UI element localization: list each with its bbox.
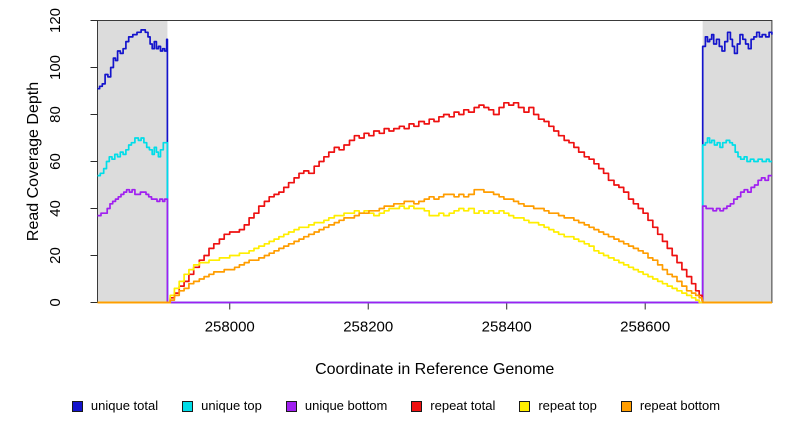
- y-tick-label: 0: [47, 298, 64, 306]
- series-line-unique-bottom: [97, 174, 772, 304]
- legend-item-repeat-top: repeat top: [519, 398, 597, 414]
- legend-item-unique-total: unique total: [71, 398, 159, 414]
- legend-color-swatch: [71, 400, 83, 412]
- y-axis-title: Read Coverage Depth: [25, 82, 42, 241]
- axis-ticks: [90, 20, 646, 310]
- legend-item-unique-top: unique top: [182, 398, 262, 414]
- y-tick-label: 100: [47, 55, 64, 80]
- y-tick-label: 20: [47, 247, 64, 264]
- series-line-repeat-bottom: [97, 188, 772, 304]
- legend: unique total unique top unique bottom repea…: [0, 395, 792, 417]
- legend-color-swatch: [519, 400, 531, 412]
- legend-item-unique-bottom: unique bottom: [285, 398, 388, 414]
- y-tick-label: 120: [47, 8, 64, 33]
- legend-label: unique top: [201, 398, 262, 413]
- legend-color-swatch: [620, 400, 632, 412]
- coverage-lines: [97, 29, 773, 304]
- legend-label: unique bottom: [304, 398, 388, 413]
- legend-color-swatch: [411, 400, 423, 412]
- legend-color-swatch: [182, 400, 194, 412]
- x-axis-title: Coordinate in Reference Genome: [315, 361, 554, 378]
- x-tick-label: 258200: [343, 319, 393, 336]
- x-tick-label: 258000: [205, 319, 255, 336]
- legend-item-repeat-bottom: repeat bottom: [620, 398, 721, 414]
- legend-label: repeat top: [538, 398, 597, 413]
- axis-tick-labels: 258000 258200 258400 258600 0 20 40 60 80 100 120: [47, 8, 670, 336]
- series-line-repeat-total: [97, 101, 772, 304]
- legend-item-repeat-total: repeat total: [411, 398, 495, 414]
- legend-label: repeat bottom: [639, 398, 721, 413]
- y-tick-label: 60: [47, 153, 64, 170]
- legend-label: repeat total: [430, 398, 496, 413]
- unique-region-right: [702, 20, 772, 303]
- legend-label: unique total: [90, 398, 159, 413]
- x-tick-label: 258400: [482, 319, 532, 336]
- series-line-unique-top: [97, 137, 772, 304]
- unique-region-shading: [97, 20, 772, 303]
- y-tick-label: 40: [47, 200, 64, 217]
- y-tick-label: 80: [47, 106, 64, 123]
- legend-color-swatch: [285, 400, 297, 412]
- series-line-repeat-top: [97, 205, 772, 304]
- x-tick-label: 258600: [620, 319, 670, 336]
